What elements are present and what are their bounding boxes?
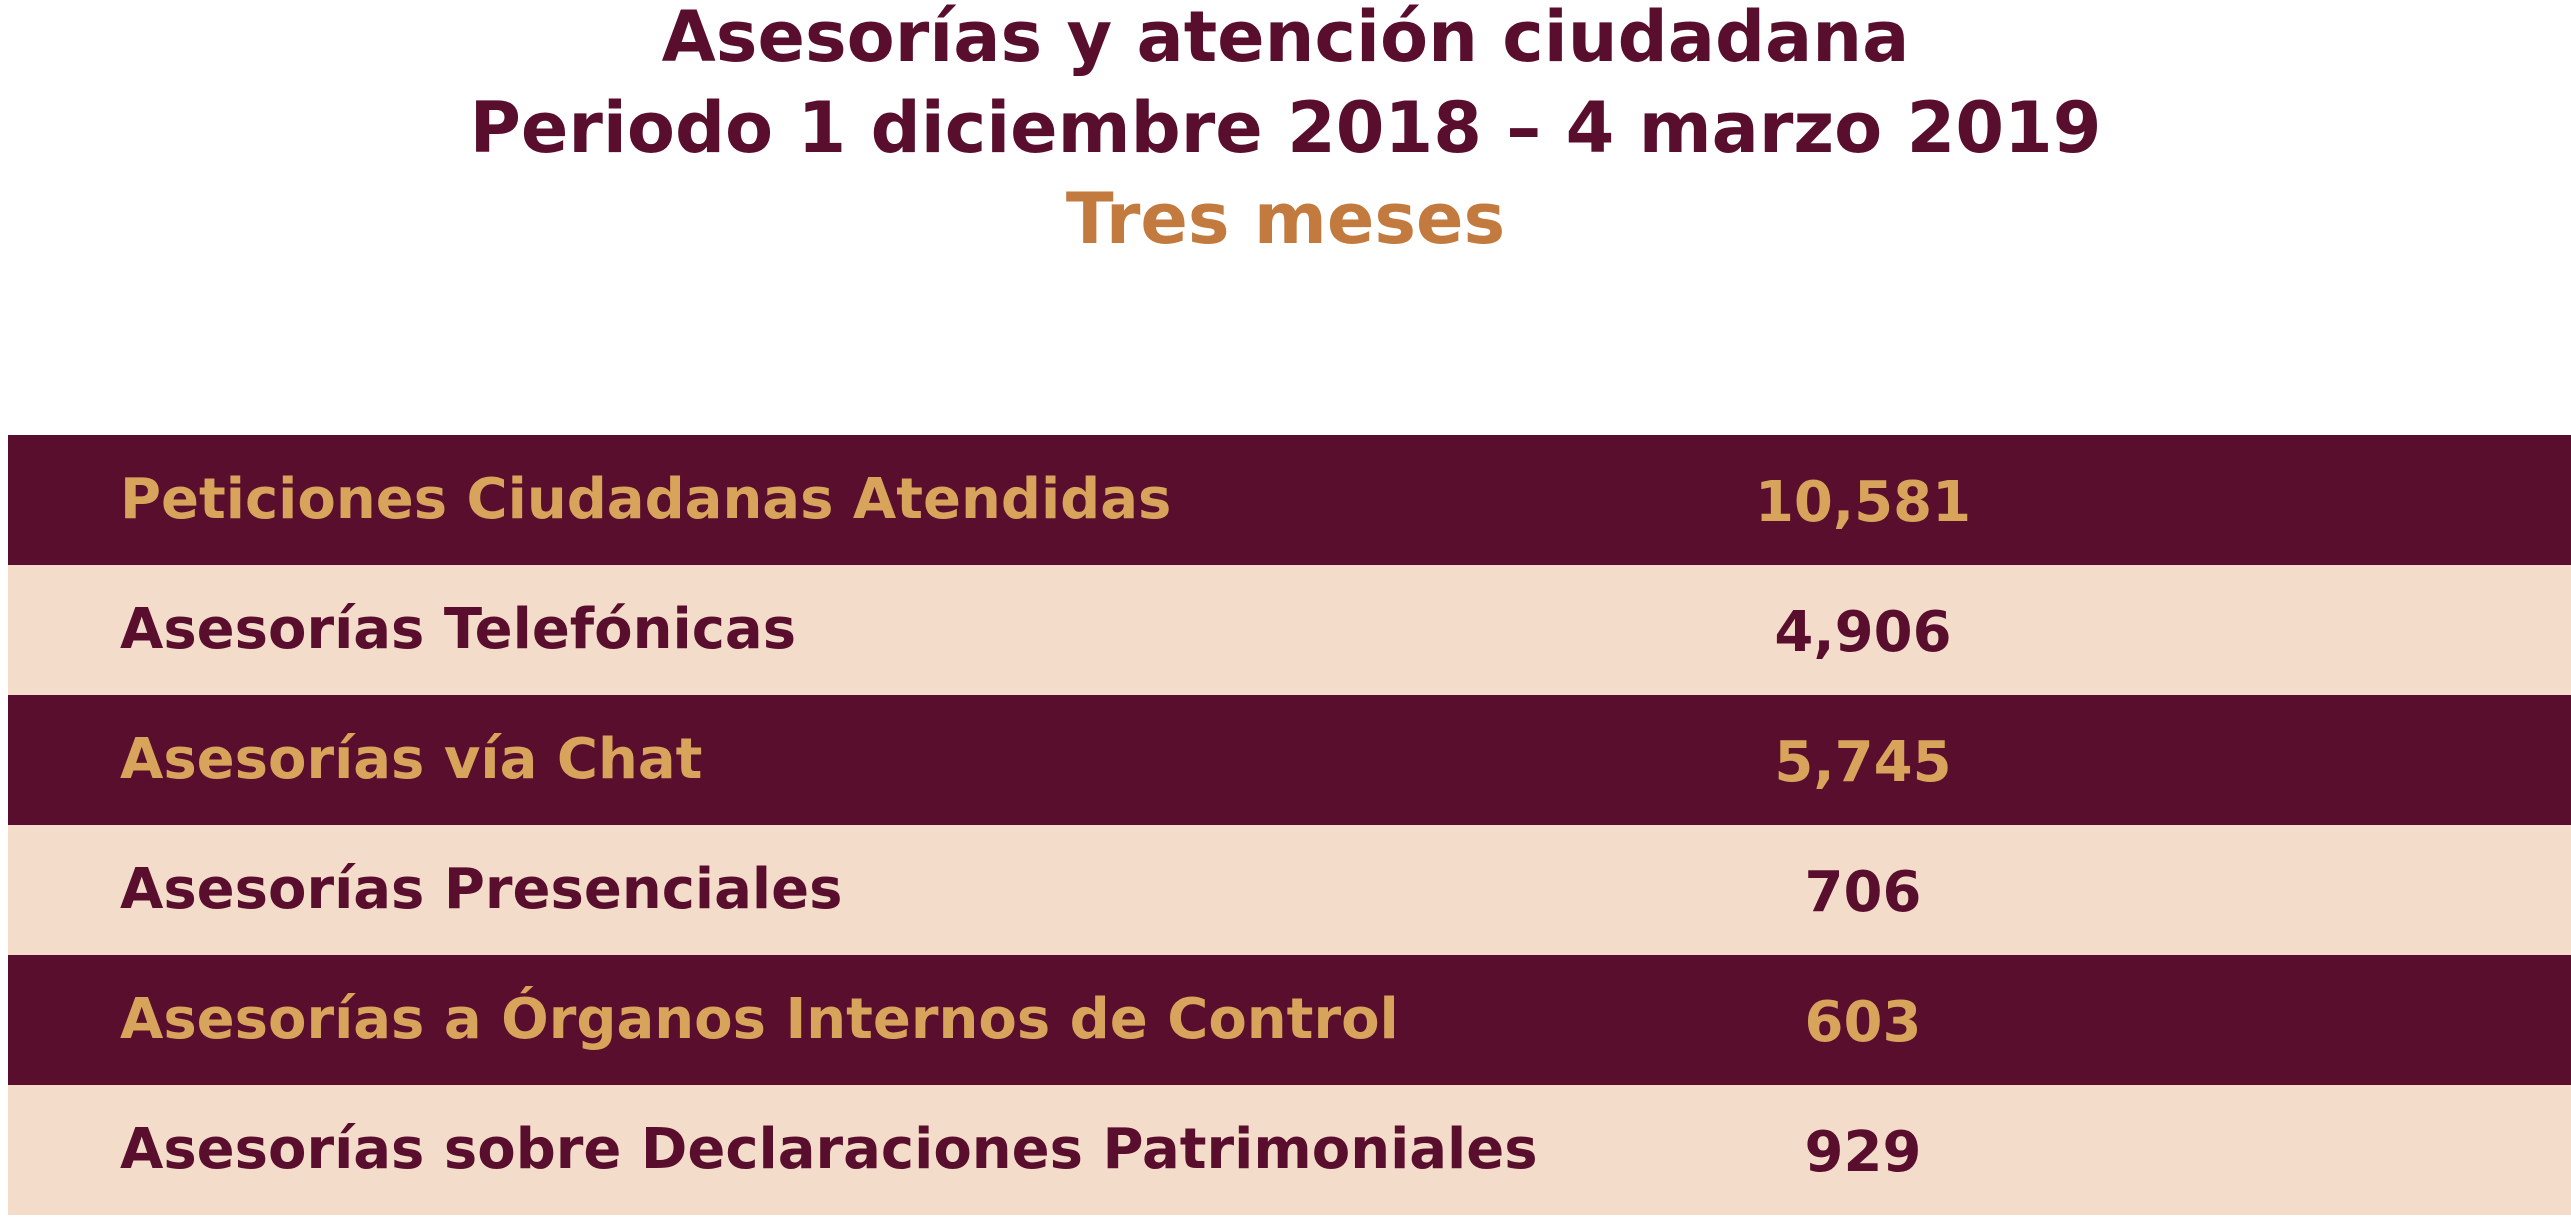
period-subtitle: Periodo 1 diciembre 2018 – 4 marzo 2019 [469,87,2102,169]
table-row: Asesorías sobre Declaraciones Patrimonia… [8,1085,2571,1215]
data-table: Peticiones Ciudadanas Atendidas 10,581 Ase… [8,435,2571,1218]
row-label: Asesorías Telefónicas [120,597,797,662]
row-value: 929 [1804,1120,1922,1185]
row-label: Asesorías Presenciales [120,857,843,922]
row-label: Asesorías a Órganos Internos de Control [120,987,1399,1052]
row-value: 706 [1804,860,1922,925]
table-row: Asesorías Presenciales 706 [8,825,2571,955]
row-value: 603 [1804,990,1922,1055]
row-value: 10,581 [1754,470,1972,535]
duration-note: Tres meses [1065,178,1506,260]
row-label: Asesorías sobre Declaraciones Patrimonia… [120,1117,1538,1182]
row-value: 4,906 [1774,600,1952,665]
row-value: 5,745 [1774,730,1952,795]
row-label: Peticiones Ciudadanas Atendidas [120,467,1172,532]
table-row: Asesorías a Órganos Internos de Control 6… [8,955,2571,1085]
table-row: Asesorías vía Chat 5,745 [8,695,2571,825]
page-title: Asesorías y atención ciudadana [661,0,1910,78]
row-label: Asesorías vía Chat [120,727,703,792]
table-row: Peticiones Ciudadanas Atendidas 10,581 [8,435,2571,565]
table-row: Asesorías Telefónicas 4,906 [8,565,2571,695]
